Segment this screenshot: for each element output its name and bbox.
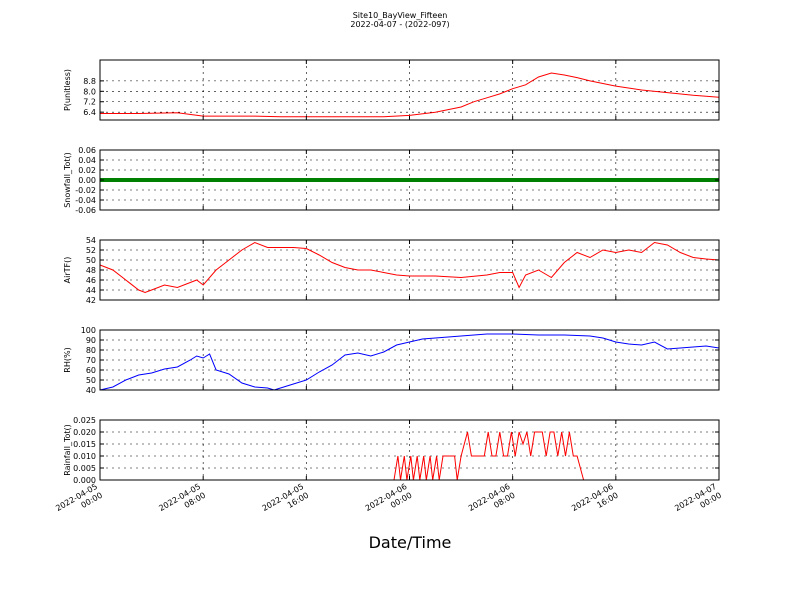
y-tick-label: 8.8 [83,77,96,86]
y-tick-label: 0.000 [73,476,96,485]
y-tick-label: 44 [86,286,96,295]
panel-2: -0.06-0.04-0.020.000.020.040.06 Snowfall_… [63,146,720,215]
y-tick-label: 48 [86,266,96,275]
x-axis-label: Date/Time [368,533,452,552]
y-tick-label: 90 [86,336,96,345]
y-tick-label: 70 [86,356,96,365]
panel-5: 0.000 0.005 0.010 0.015 0.020 0.025Rainfall_T… [63,416,720,485]
series-line [100,72,720,118]
y-tick-label: 7.2 [83,98,96,107]
chart-subtitle: 2022-04-07 - (2022-097) [350,20,450,29]
y-tick-label: 54 [86,236,96,245]
y-tick-label: 46 [86,276,96,285]
y-tick-label: 0.06 [78,146,96,155]
y-axis-label: RH(%) [63,347,72,372]
y-tick-label: 0.04 [78,156,96,165]
y-tick-label: 0.010 [73,452,96,461]
y-tick-label: 0.025 [73,416,96,425]
y-tick-label: 42 [86,296,96,305]
y-tick-label: 40 [86,386,96,395]
y-axis-label: Snowfall_Tot() [63,152,72,208]
y-tick-label: 0.00 [78,176,96,185]
y-tick-label: 0.020 [73,428,96,437]
y-tick-label: 52 [86,246,96,255]
y-tick-label: 8.0 [83,87,96,96]
y-axis-label: Rainfall_Tot() [63,424,72,476]
series-line [99,333,720,391]
series-line [100,431,719,481]
y-tick-label: -0.04 [75,196,96,205]
y-tick-label: -0.02 [75,186,96,195]
y-tick-label: 50 [86,376,96,385]
panel-1: 6.47.2 8.08.8 P(unitless) [63,59,720,121]
y-axis-label: P(unitless) [63,69,72,111]
y-tick-label: 50 [86,256,96,265]
y-tick-label: 0.015 [73,440,96,449]
y-tick-label: 0.005 [73,464,96,473]
y-tick-label: 80 [86,346,96,355]
chart-title: Site10_BayView_Fifteen [352,11,448,20]
y-axis-label: AirTF() [63,257,72,284]
y-tick-label: 6.4 [83,108,96,117]
y-tick-label: 60 [86,366,96,375]
y-tick-label: -0.06 [75,206,96,215]
y-tick-label: 0.02 [78,166,96,175]
y-tick-label: 100 [81,326,96,335]
series-line [99,241,720,294]
